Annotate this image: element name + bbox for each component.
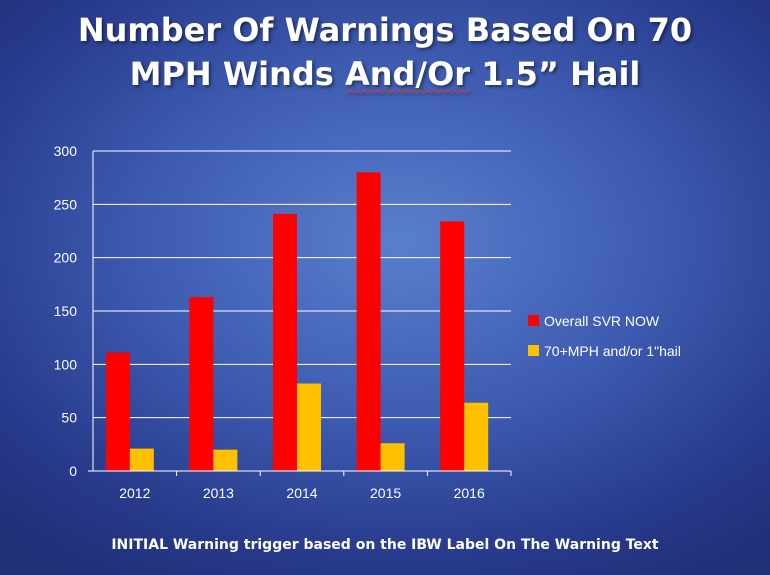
title-line-1: Number Of Warnings Based On 70 [77,11,693,49]
bar-hail-wind-2012 [129,448,154,471]
y-tick-label: 300 [54,143,78,159]
bar-overall-svr-2015 [356,172,381,472]
x-tick-label: 2016 [454,485,485,501]
title-line-2-end: 1.5” Hail [470,55,641,93]
bar-overall-svr-2016 [440,221,465,471]
y-tick-label: 100 [54,356,78,372]
x-tick-label: 2014 [286,485,317,501]
y-tick-label: 150 [54,303,78,319]
bar-hail-wind-2015 [380,443,405,471]
title-line-2: MPH Winds And/Or 1.5” Hail [0,52,770,96]
legend-label: 70+MPH and/or 1"hail [544,343,681,359]
y-tick-label: 250 [54,196,78,212]
y-tick-label: 0 [69,463,77,479]
title-line-2-andor: And/Or [344,55,471,93]
y-tick-label: 200 [54,250,78,266]
bar-overall-svr-2014 [273,213,297,471]
chart-caption: INITIAL Warning trigger based on the IBW… [111,537,659,553]
bar-overall-svr-2013 [189,297,214,471]
x-tick-label: 2013 [203,485,234,501]
x-tick-label: 2012 [119,485,150,501]
chart-title: Number Of Warnings Based On 70 MPH Winds… [0,8,770,96]
bar-hail-wind-2014 [297,383,321,471]
y-tick-label: 50 [61,410,77,426]
legend-swatch [528,315,539,326]
legend-swatch [528,345,539,356]
title-line-2-start: MPH Winds [129,55,345,93]
bar-hail-wind-2016 [464,402,489,471]
bar-overall-svr-2012 [105,352,130,471]
x-tick-label: 2015 [370,485,401,501]
legend-label: Overall SVR NOW [544,313,660,329]
bar-hail-wind-2013 [213,449,238,471]
